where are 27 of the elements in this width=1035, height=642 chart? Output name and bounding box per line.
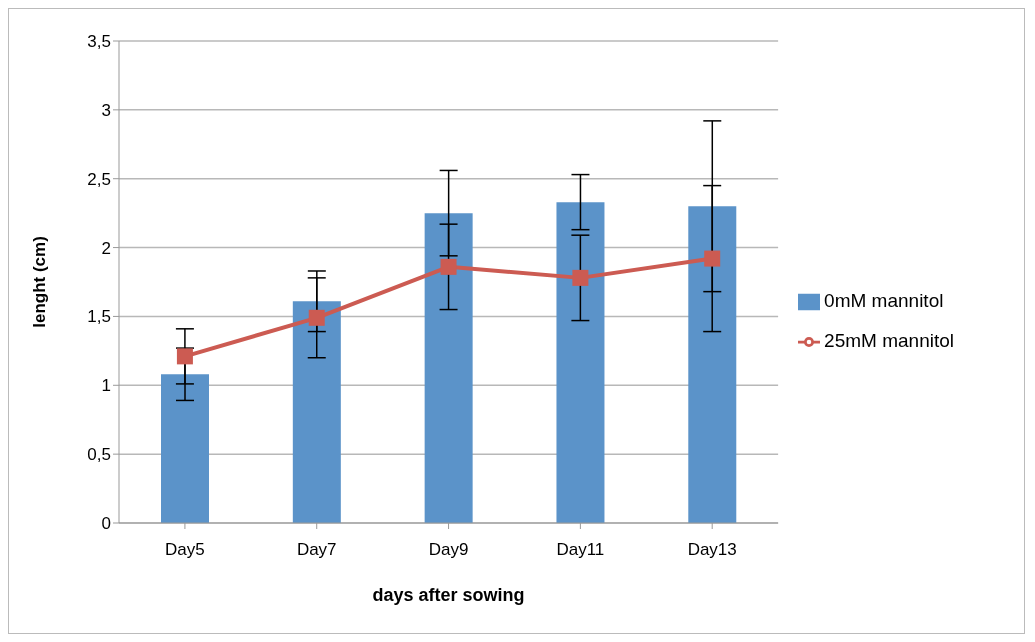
y-tick-label: 0: [101, 514, 111, 534]
bar: [556, 202, 605, 523]
point: [572, 269, 589, 286]
point: [308, 309, 325, 326]
y-tick-label: 2,5: [87, 169, 111, 189]
point: [440, 258, 457, 275]
y-tick-label: 3: [101, 100, 111, 120]
x-tick-label: Day5: [165, 540, 205, 560]
x-tick-label: Day9: [428, 540, 469, 560]
y-axis-title: lenght (cm): [30, 236, 50, 328]
y-tick-label: 3,5: [87, 32, 111, 52]
y-tick-label: 2: [101, 238, 111, 258]
x-tick-label: Day13: [687, 540, 737, 560]
bar: [161, 374, 209, 523]
legend-label: 25mM mannitol: [824, 330, 954, 351]
legend-label: 0mM mannitol: [824, 290, 944, 311]
bar: [424, 213, 473, 523]
y-tick-label: 1,5: [87, 307, 111, 327]
y-tick-label: 1: [101, 376, 111, 396]
bar: [688, 206, 737, 523]
y-tick-label: 0,5: [87, 445, 111, 465]
x-axis-title: days after sowing: [372, 585, 525, 605]
x-tick-label: Day7: [296, 540, 337, 560]
x-tick-label: Day11: [556, 540, 605, 560]
bar: [292, 301, 341, 523]
point: [704, 250, 721, 267]
point: [176, 348, 193, 365]
